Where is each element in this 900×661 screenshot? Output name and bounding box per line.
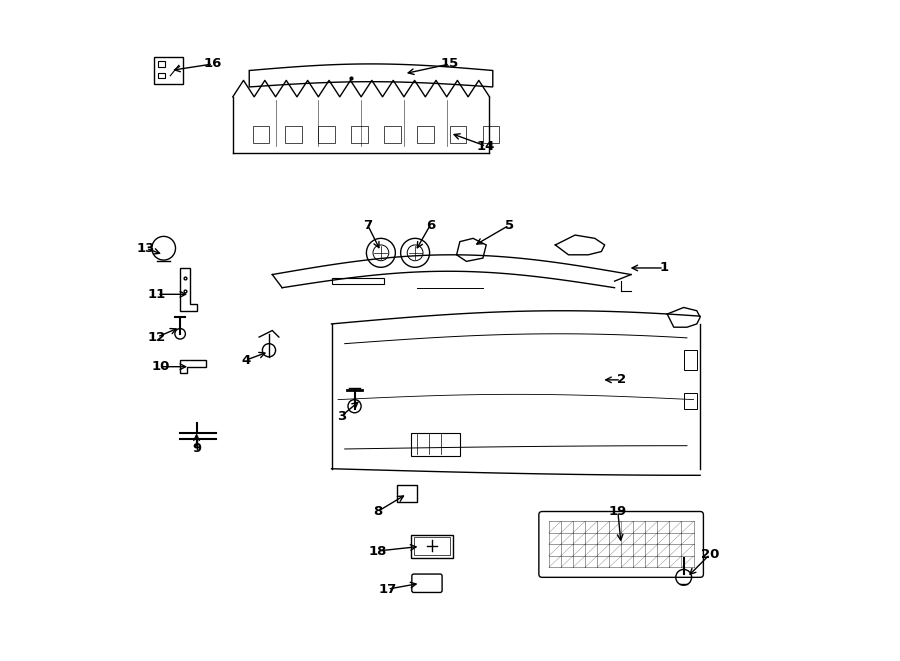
- Bar: [483, 126, 500, 143]
- Bar: [410, 432, 460, 455]
- Bar: [285, 126, 302, 143]
- Text: 1: 1: [660, 262, 669, 274]
- Bar: [410, 535, 454, 558]
- Bar: [684, 350, 697, 370]
- Text: 9: 9: [192, 442, 201, 455]
- Bar: [331, 278, 384, 284]
- Bar: [384, 126, 400, 143]
- Bar: [351, 126, 368, 143]
- Bar: [154, 58, 184, 84]
- Text: 5: 5: [505, 219, 514, 232]
- Text: 6: 6: [426, 219, 435, 232]
- Bar: [158, 61, 165, 67]
- Text: 16: 16: [204, 58, 222, 71]
- Bar: [253, 126, 269, 143]
- Bar: [319, 126, 335, 143]
- Text: 3: 3: [337, 410, 346, 422]
- Text: 11: 11: [148, 288, 166, 301]
- Text: 20: 20: [701, 548, 719, 561]
- Text: 14: 14: [477, 139, 495, 153]
- Text: 18: 18: [368, 545, 387, 557]
- Text: 2: 2: [616, 373, 625, 387]
- Bar: [414, 537, 450, 555]
- Text: 17: 17: [378, 583, 397, 596]
- Bar: [417, 126, 434, 143]
- Text: 19: 19: [608, 505, 627, 518]
- Text: 15: 15: [441, 58, 459, 71]
- Text: 4: 4: [241, 354, 250, 367]
- Text: 12: 12: [148, 330, 166, 344]
- Bar: [450, 126, 466, 143]
- Bar: [158, 73, 165, 79]
- Text: 8: 8: [373, 505, 382, 518]
- Bar: [397, 485, 417, 502]
- Bar: [684, 393, 697, 409]
- Text: 10: 10: [151, 360, 169, 373]
- Text: 13: 13: [137, 242, 155, 254]
- Text: 7: 7: [364, 219, 373, 232]
